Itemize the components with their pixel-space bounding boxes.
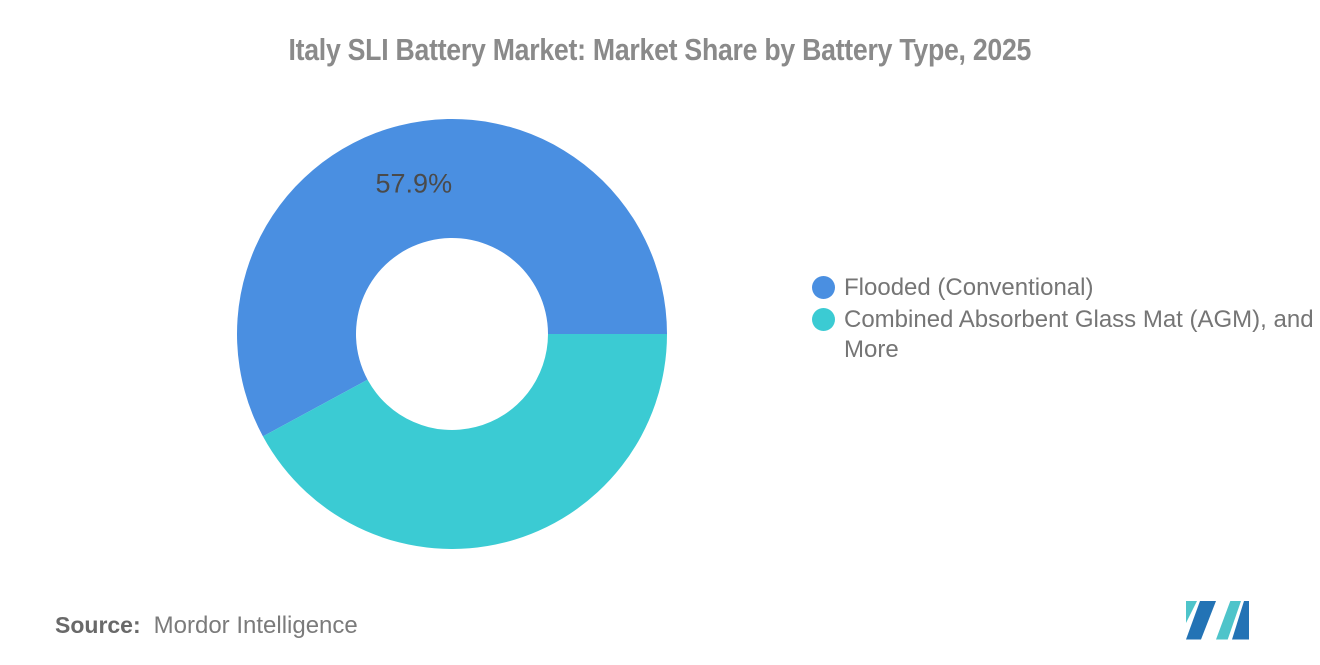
page-title-text: Italy SLI Battery Market: Market Share b… (288, 32, 1032, 67)
legend-label-agm: Combined Absorbent Glass Mat (AGM), and … (844, 306, 1314, 363)
pie-slice-2[interactable] (262, 334, 667, 549)
source-name: Mordor Intelligence (153, 612, 358, 639)
chart-legend: Flooded (Conventional) Combined Absorben… (812, 273, 1320, 367)
donut-chart: 57.9% (237, 119, 667, 549)
legend-item-agm[interactable]: Combined Absorbent Glass Mat (AGM), and … (812, 305, 1320, 365)
legend-swatch-agm-icon (812, 308, 835, 331)
pie-slice-1[interactable] (237, 119, 667, 437)
legend-label-flooded: Flooded (Conventional) (844, 274, 1094, 301)
slice-data-label: 57.9% (376, 168, 453, 198)
legend-item-flooded[interactable]: Flooded (Conventional) (812, 273, 1320, 303)
source-attribution: Source: Mordor Intelligence (55, 612, 358, 640)
legend-swatch-flooded-icon (812, 276, 835, 299)
mordor-intelligence-logo-icon (1186, 601, 1249, 640)
page-title: Italy SLI Battery Market: Market Share b… (0, 32, 1320, 68)
source-label: Source: (55, 612, 141, 638)
